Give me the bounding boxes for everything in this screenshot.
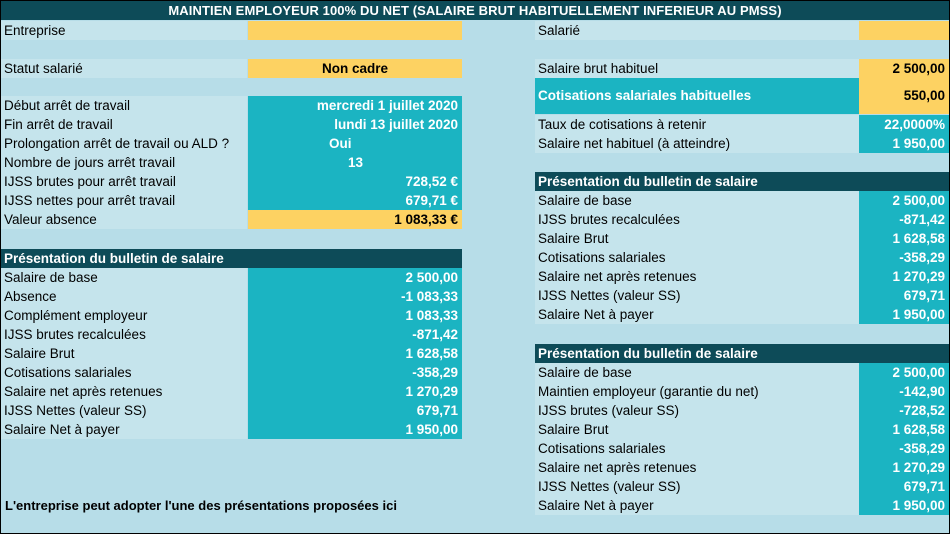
arret-debut-label: Début arrêt de travail xyxy=(1,96,247,115)
cotis-habituelles-label: Cotisations salariales habituelles xyxy=(535,78,859,114)
right-bulletin2-label: Salaire Net à payer xyxy=(535,496,859,515)
ijss-brutes-value: 728,52 € xyxy=(248,172,462,191)
net-habituel-value: 1 950,00 xyxy=(859,134,949,153)
left-bulletin-value: 1 628,58 xyxy=(248,344,462,363)
right-bulletin1-value: -871,42 xyxy=(859,210,949,229)
ijss-brutes-label: IJSS brutes pour arrêt travail xyxy=(1,172,247,191)
brut-habituel-input[interactable]: 2 500,00 xyxy=(859,59,949,78)
left-bulletin-label: Complément employeur xyxy=(1,306,247,325)
right-bulletin2-value: 1 628,58 xyxy=(859,420,949,439)
taux-label: Taux de cotisations à retenir xyxy=(535,115,859,134)
right-bulletin2-label: Salaire net après retenues xyxy=(535,458,859,477)
prolongation-label: Prolongation arrêt de travail ou ALD ? xyxy=(1,134,247,153)
statut-label: Statut salarié xyxy=(1,59,247,78)
right-bulletin1-value: 2 500,00 xyxy=(859,191,949,210)
right-bulletin2-header: Présentation du bulletin de salaire xyxy=(535,344,949,363)
right-bulletin2-value: 2 500,00 xyxy=(859,363,949,382)
left-bulletin-label: Cotisations salariales xyxy=(1,363,247,382)
right-bulletin2-value: 1 950,00 xyxy=(859,496,949,515)
footnote: L'entreprise peut adopter l'une des prés… xyxy=(5,498,397,513)
right-bulletin2-label: Maintien employeur (garantie du net) xyxy=(535,382,859,401)
ijss-nettes-value: 679,71 € xyxy=(248,191,462,210)
arret-fin-value[interactable]: lundi 13 juillet 2020 xyxy=(248,115,462,134)
right-bulletin2-label: Cotisations salariales xyxy=(535,439,859,458)
nb-jours-value: 13 xyxy=(248,153,462,172)
right-bulletin1-label: Salaire Brut xyxy=(535,229,859,248)
right-bulletin1-value: 679,71 xyxy=(859,286,949,305)
left-bulletin-value: 1 270,29 xyxy=(248,382,462,401)
entreprise-input[interactable] xyxy=(248,21,462,40)
left-bulletin-value: 1 950,00 xyxy=(248,420,462,439)
left-bulletin-label: Salaire de base xyxy=(1,268,247,287)
left-bulletin-value: 679,71 xyxy=(248,401,462,420)
right-bulletin1-label: Salaire Net à payer xyxy=(535,305,859,324)
right-bulletin2-label: Salaire de base xyxy=(535,363,859,382)
left-bulletin-value: -1 083,33 xyxy=(248,287,462,306)
right-bulletin2-value: -728,52 xyxy=(859,401,949,420)
salarie-input[interactable] xyxy=(859,21,949,40)
right-bulletin2-value: 679,71 xyxy=(859,477,949,496)
absence-label: Valeur absence xyxy=(1,210,247,229)
cotis-habituelles-input[interactable]: 550,00 xyxy=(859,78,949,114)
right-bulletin1-value: -358,29 xyxy=(859,248,949,267)
left-bulletin-label: IJSS Nettes (valeur SS) xyxy=(1,401,247,420)
left-bulletin-value: 2 500,00 xyxy=(248,268,462,287)
right-bulletin2-value: -358,29 xyxy=(859,439,949,458)
right-bulletin2-value: 1 270,29 xyxy=(859,458,949,477)
left-bulletin-label: Absence xyxy=(1,287,247,306)
left-bulletin-label: Salaire Net à payer xyxy=(1,420,247,439)
net-habituel-label: Salaire net habituel (à atteindre) xyxy=(535,134,859,153)
right-bulletin1-value: 1 628,58 xyxy=(859,229,949,248)
right-bulletin2-label: Salaire Brut xyxy=(535,420,859,439)
right-bulletin1-value: 1 950,00 xyxy=(859,305,949,324)
left-bulletin-label: Salaire net après retenues xyxy=(1,382,247,401)
right-bulletin2-value: -142,90 xyxy=(859,382,949,401)
left-bulletin-label: Salaire Brut xyxy=(1,344,247,363)
arret-fin-label: Fin arrêt de travail xyxy=(1,115,247,134)
nb-jours-label: Nombre de jours arrêt travail xyxy=(1,153,247,172)
taux-value: 22,0000% xyxy=(859,115,949,134)
right-bulletin1-label: Cotisations salariales xyxy=(535,248,859,267)
brut-habituel-label: Salaire brut habituel xyxy=(535,59,859,78)
right-bulletin1-label: Salaire de base xyxy=(535,191,859,210)
right-bulletin2-label: IJSS Nettes (valeur SS) xyxy=(535,477,859,496)
arret-debut-value[interactable]: mercredi 1 juillet 2020 xyxy=(248,96,462,115)
left-bulletin-label: IJSS brutes recalculées xyxy=(1,325,247,344)
right-bulletin1-label: Salaire net après retenues xyxy=(535,267,859,286)
ijss-nettes-label: IJSS nettes pour arrêt travail xyxy=(1,191,247,210)
right-bulletin1-label: IJSS brutes recalculées xyxy=(535,210,859,229)
right-bulletin1-header: Présentation du bulletin de salaire xyxy=(535,172,949,191)
right-bulletin2-label: IJSS brutes (valeur SS) xyxy=(535,401,859,420)
statut-select[interactable]: Non cadre xyxy=(248,59,462,78)
left-bulletin-value: -358,29 xyxy=(248,363,462,382)
left-bulletin-value: -871,42 xyxy=(248,325,462,344)
right-bulletin1-value: 1 270,29 xyxy=(859,267,949,286)
salarie-label: Salarié xyxy=(535,21,859,40)
entreprise-label: Entreprise xyxy=(1,21,247,40)
sheet-title: MAINTIEN EMPLOYEUR 100% DU NET (SALAIRE … xyxy=(1,1,949,20)
right-bulletin1-label: IJSS Nettes (valeur SS) xyxy=(535,286,859,305)
prolongation-value[interactable]: Oui xyxy=(248,134,462,153)
left-bulletin-value: 1 083,33 xyxy=(248,306,462,325)
left-bulletin-header: Présentation du bulletin de salaire xyxy=(1,249,462,268)
absence-value: 1 083,33 € xyxy=(248,210,462,229)
